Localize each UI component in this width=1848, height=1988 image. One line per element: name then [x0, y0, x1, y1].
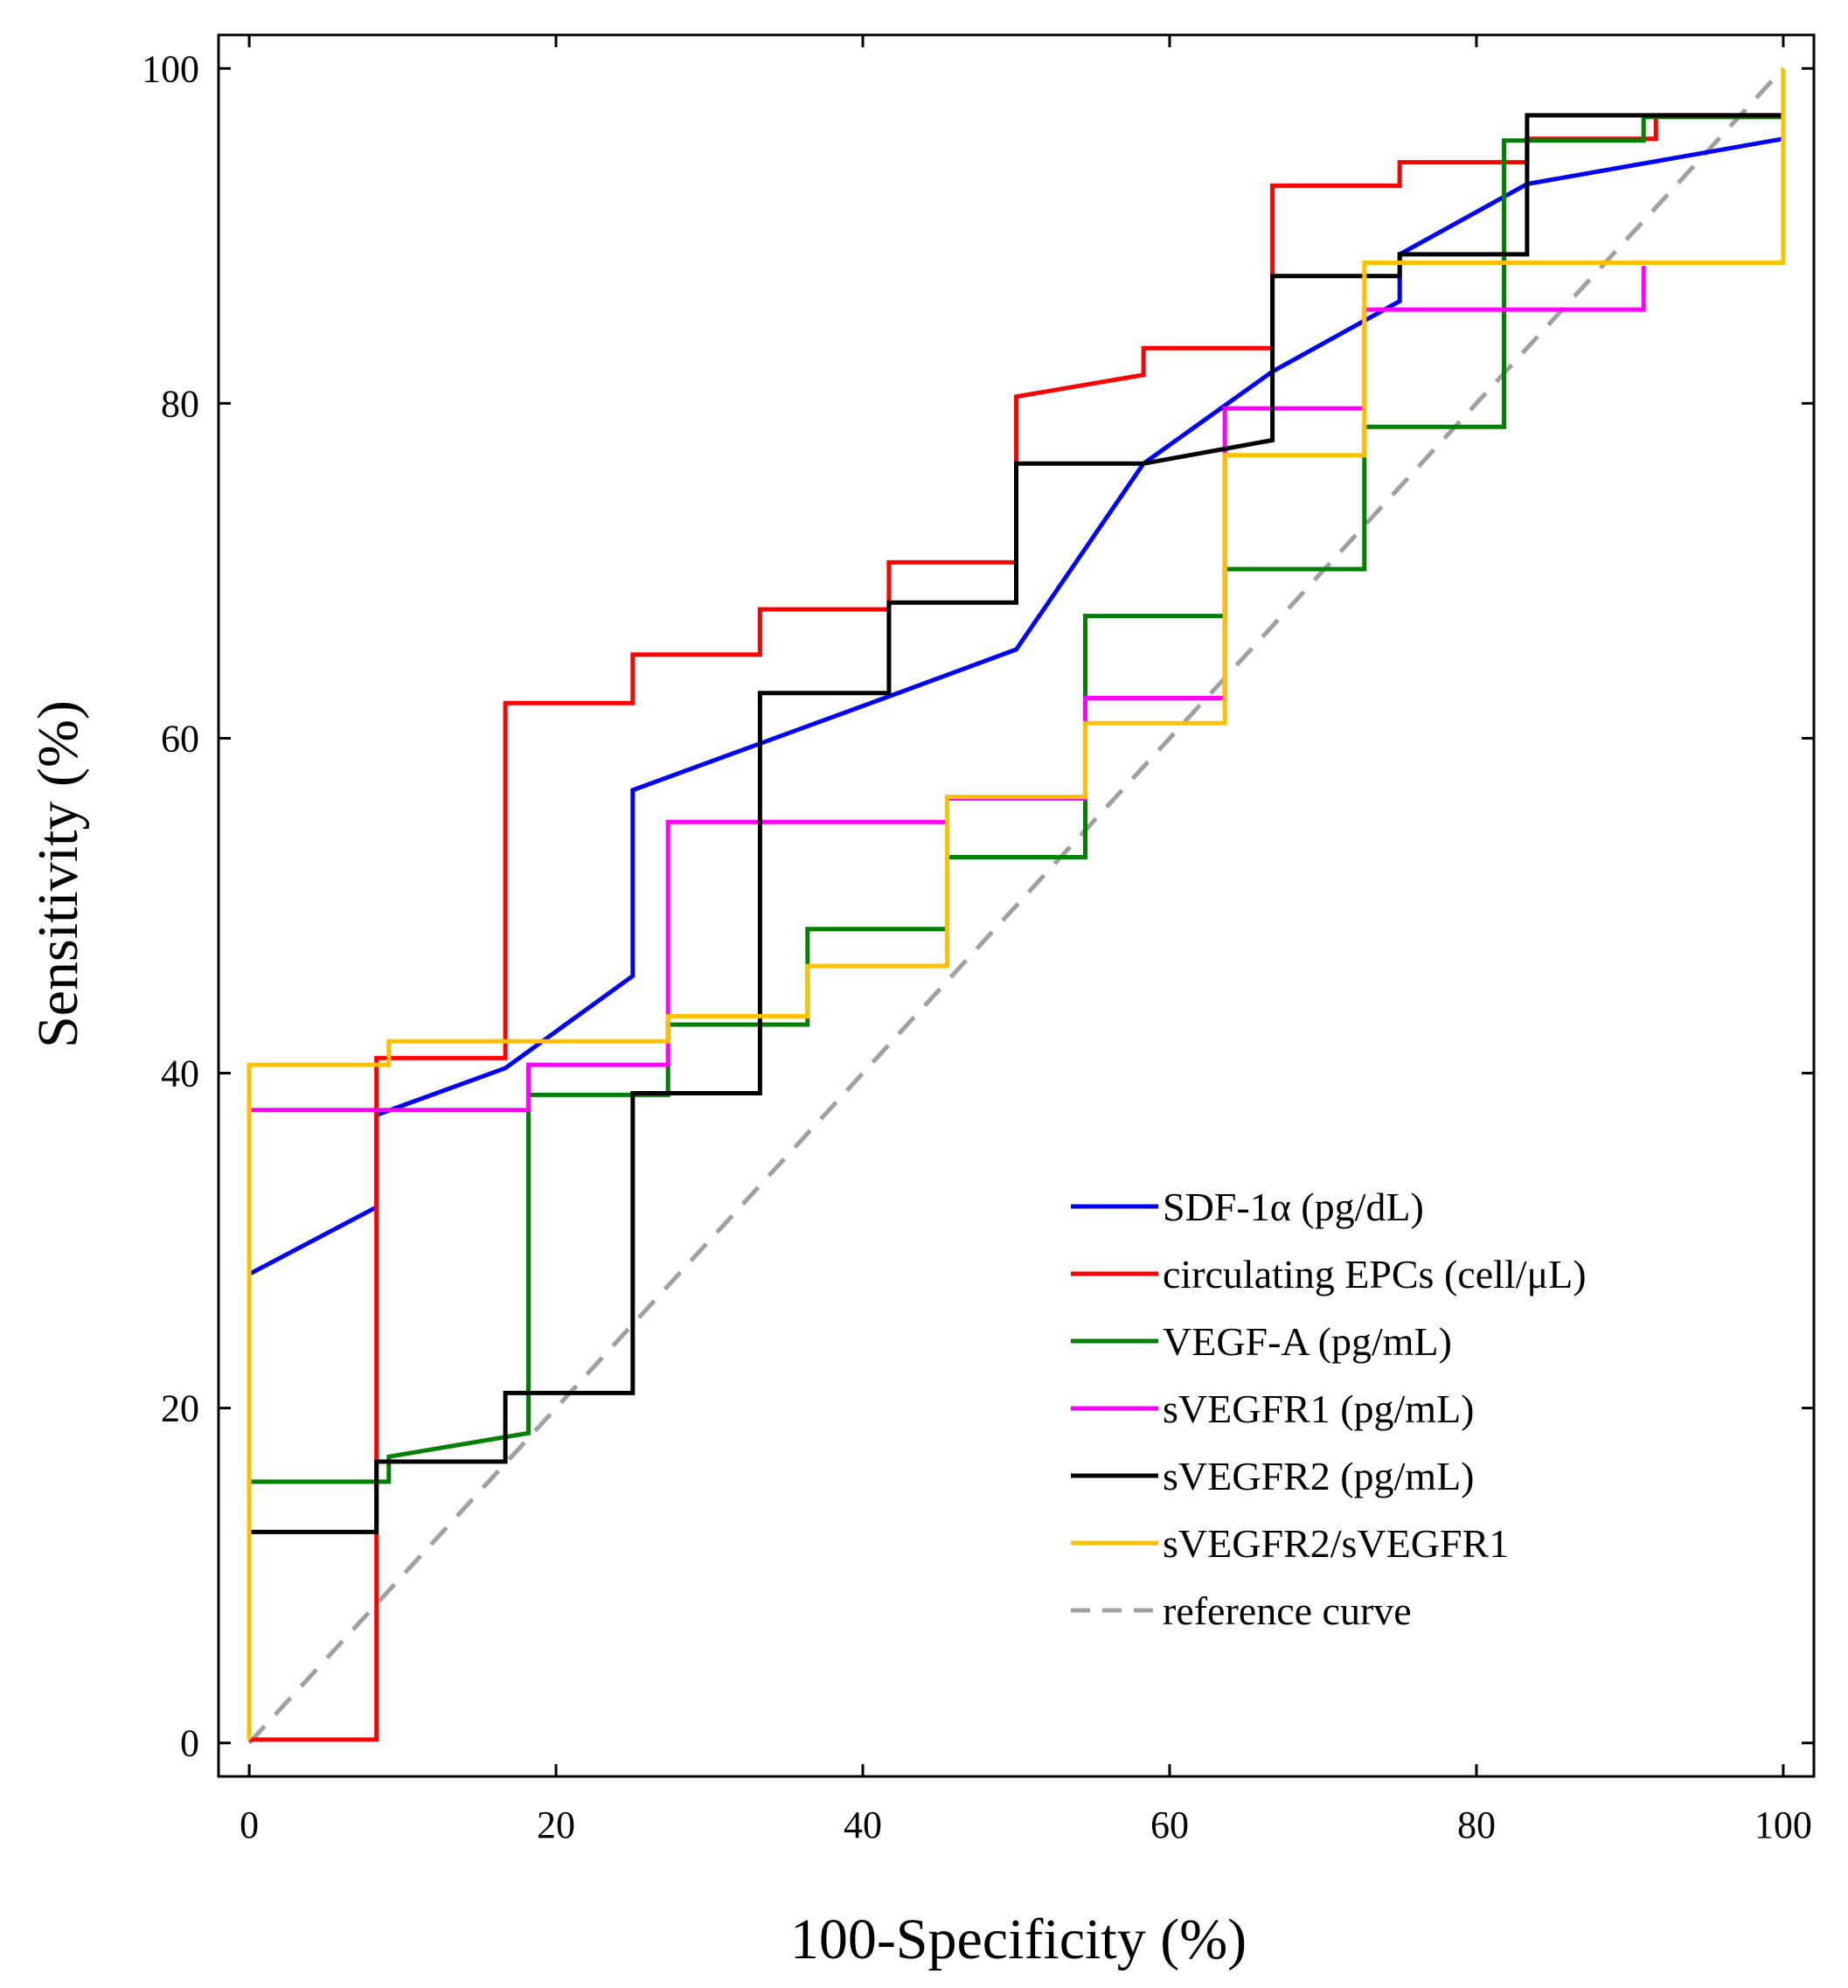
plot-frame: [217, 33, 1816, 1778]
series-layer: [247, 66, 1786, 1745]
y-tick-label: 40: [161, 1053, 199, 1095]
legend-label: sVEGFR2 (pg/mL): [1163, 1454, 1475, 1498]
y-tick-label: 80: [161, 382, 199, 425]
x-tick-label: 80: [1457, 1804, 1496, 1846]
legend: SDF-1α (pg/dL) circulating EPCs (cell/μL)…: [1071, 1185, 1587, 1633]
series-line-2: [249, 115, 1783, 1484]
legend-label: sVEGFR1 (pg/mL): [1163, 1387, 1475, 1431]
x-tick-label: 20: [537, 1804, 575, 1846]
series-line-4: [249, 113, 1783, 1534]
legend-label: sVEGFR2/sVEGFR1: [1163, 1521, 1509, 1566]
series-line-6: [247, 66, 1785, 1745]
legend-label: SDF-1α (pg/dL): [1163, 1185, 1424, 1229]
y-tick-label: 100: [142, 47, 199, 90]
y-axis-title: Sensitivity (%): [26, 700, 90, 1048]
legend-label: VEGF-A (pg/mL): [1163, 1319, 1452, 1364]
series-line-3: [249, 266, 1646, 1113]
legend-label: reference curve: [1163, 1588, 1412, 1633]
axes-layer: 0 20 40 60 80 100 0 20 40 60 80 100: [142, 35, 1814, 1846]
series-line-1: [249, 113, 1783, 1742]
y-tick-label: 60: [161, 717, 199, 760]
x-tick-label: 60: [1150, 1804, 1189, 1846]
y-tick-label: 20: [161, 1387, 199, 1430]
y-tick-label: 0: [180, 1722, 199, 1765]
x-tick-label: 0: [240, 1804, 259, 1846]
series-line-5: [247, 68, 1786, 1740]
legend-label: circulating EPCs (cell/μL): [1163, 1252, 1587, 1296]
x-axis-title: 100-Specificity (%): [790, 1908, 1247, 1971]
x-tick-label: 40: [844, 1804, 882, 1846]
x-tick-label: 100: [1754, 1804, 1812, 1846]
